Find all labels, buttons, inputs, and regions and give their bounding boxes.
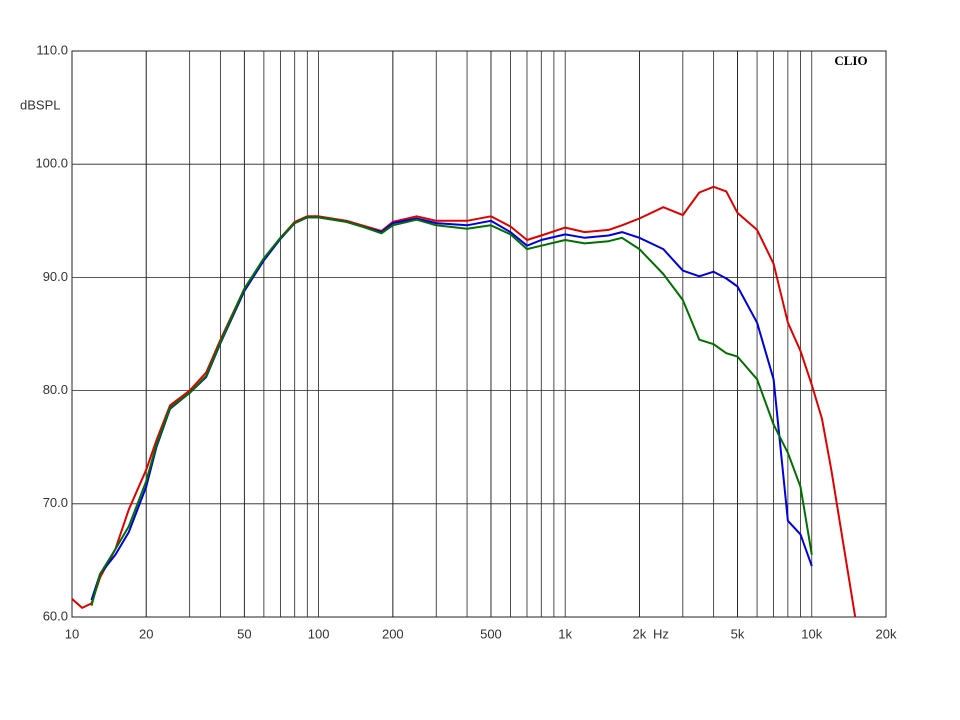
y-tick-label: 90.0 [43,269,68,284]
x-tick-label: 500 [480,626,502,641]
x-tick-label: 1k [558,626,572,641]
x-unit-label: Hz [653,626,669,641]
x-tick-label: 100 [308,626,330,641]
x-tick-label: 2k [633,626,647,641]
y-tick-label: 80.0 [43,382,68,397]
x-tick-label: 10k [801,626,822,641]
series-line [90,216,813,606]
x-tick-label: 10 [65,626,79,641]
y-tick-label: 100.0 [35,156,68,171]
x-tick-label: 20k [876,626,897,641]
x-tick-label: 5k [731,626,745,641]
x-tick-label: 50 [237,626,251,641]
y-tick-label: 110.0 [36,42,68,57]
plot-frame [71,50,887,618]
x-tick-label: 20 [139,626,153,641]
y-tick-label: 60.0 [43,608,68,623]
y-tick-label: 70.0 [43,495,68,510]
watermark: CLIO [834,53,867,68]
x-tick-label: 200 [382,626,404,641]
y-axis-label: dBSPL [20,97,60,112]
